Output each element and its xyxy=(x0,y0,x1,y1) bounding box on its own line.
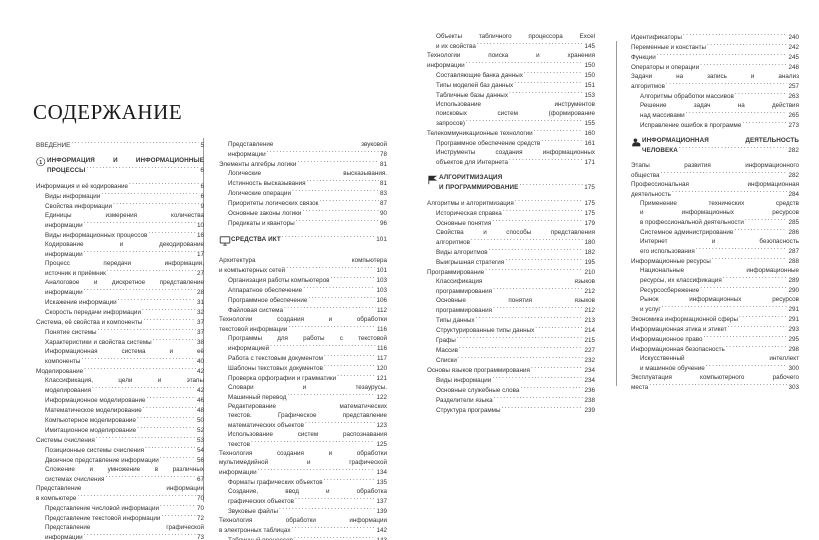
svg-text:1: 1 xyxy=(39,160,42,166)
